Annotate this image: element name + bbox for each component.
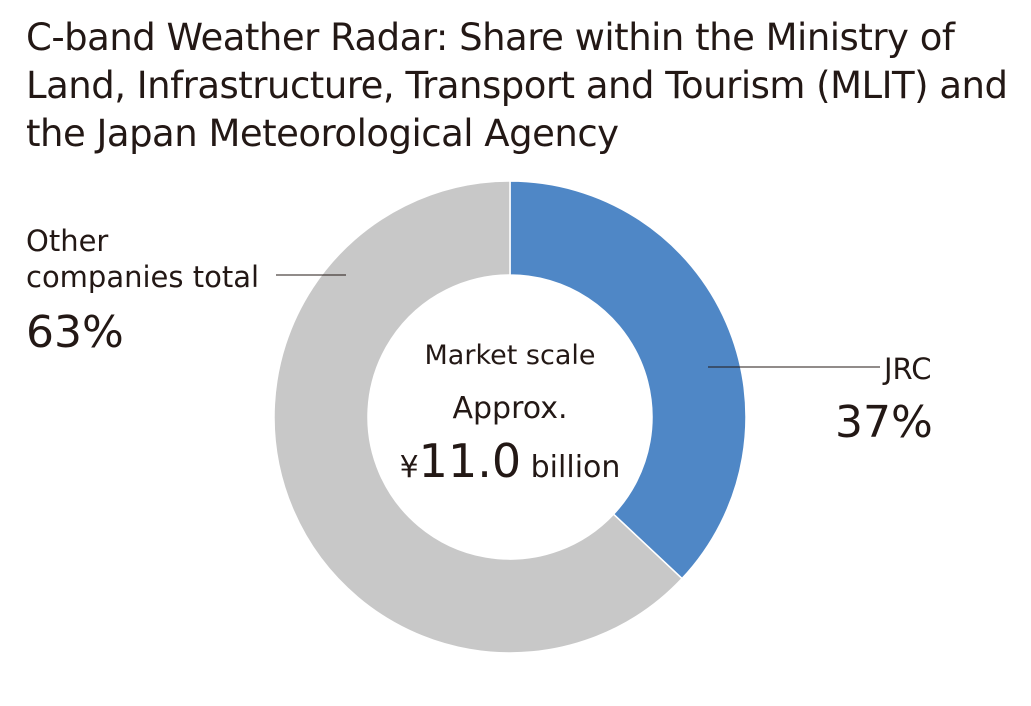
- center-line-approx: Approx.: [452, 391, 568, 426]
- center-amount: 11.0: [418, 434, 522, 488]
- center-unit: billion: [530, 450, 621, 485]
- donut-center-text: Market scale Approx. ¥11.0 billion: [380, 336, 640, 495]
- slice-label-jrc: JRC: [884, 352, 932, 386]
- yen-symbol: ¥: [399, 450, 419, 485]
- slice-label-other-line2: companies total: [26, 260, 260, 294]
- slice-label-other-line1: Other: [26, 224, 109, 258]
- donut-slice-other-companies: [273, 180, 684, 654]
- slice-value-jrc: 37%: [835, 397, 933, 448]
- chart-title: C-band Weather Radar: Share within the M…: [26, 16, 1008, 155]
- slice-value-other: 63%: [26, 307, 124, 358]
- donut-slice-jrc: [509, 180, 747, 580]
- center-line-amount: ¥11.0 billion: [380, 434, 640, 495]
- center-line-market-scale: Market scale: [424, 340, 596, 371]
